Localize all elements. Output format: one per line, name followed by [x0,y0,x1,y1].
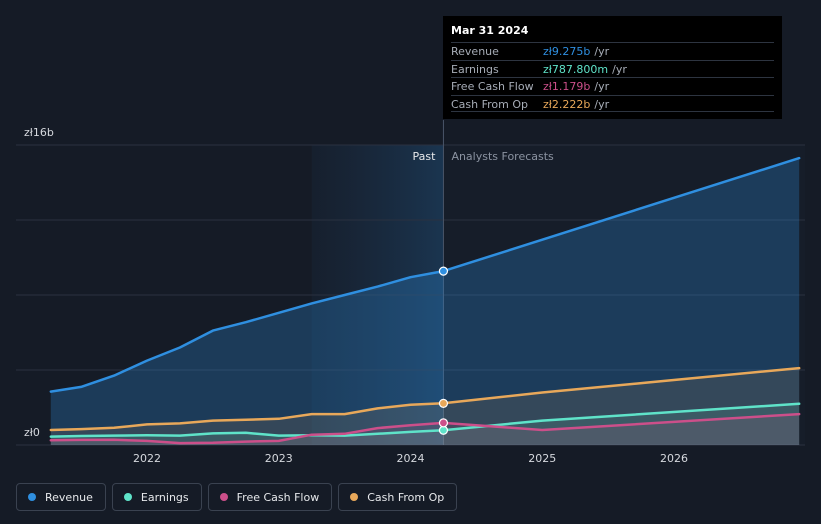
legend-label: Earnings [140,490,189,504]
legend-label: Cash From Op [367,490,445,504]
forecast-label: Analysts Forecasts [451,150,554,163]
hover-tooltip: Mar 31 2024 Revenue zł9.275b /yr Earning… [443,16,782,119]
x-tick-label: 2026 [660,452,688,465]
tooltip-label: Cash From Op [451,97,529,111]
legend-item-cash-from-op[interactable]: Cash From Op [338,483,458,511]
y-axis-bottom-label: zł0 [24,426,40,439]
x-tick-label: 2022 [133,452,161,465]
tooltip-row-free-cash-flow: Free Cash Flow zł1.179b /yr [451,77,774,95]
legend-label: Free Cash Flow [236,490,320,504]
marker-cash-from-op [438,398,449,408]
tooltip-label: Earnings [451,62,499,76]
legend-item-free-cash-flow[interactable]: Free Cash Flow [207,483,333,511]
x-tick-label: 2024 [397,452,425,465]
series-area-free-cash-flow [50,414,800,445]
cash-from-op-dot-icon [350,493,359,501]
legend-label: Revenue [45,490,93,504]
chart-legend: Revenue Earnings Free Cash Flow Cash Fro… [16,483,458,511]
series-area-earnings [50,403,800,445]
tooltip-row-revenue: Revenue zł9.275b /yr [451,42,774,60]
tooltip-value: zł2.222b [543,97,591,111]
tooltip-unit: /yr [612,62,627,76]
tooltip-row-earnings: Earnings zł787.800m /yr [451,59,774,78]
marker-free-cash-flow [438,418,449,428]
series-line-cash-from-op [49,366,801,432]
tooltip-label: Free Cash Flow [451,80,534,93]
series-line-earnings [49,402,801,438]
marker-revenue [438,266,449,276]
series-line-free-cash-flow [49,412,801,445]
earnings-dot-icon [123,493,132,501]
past-label: Past [413,150,437,163]
tooltip-row-cash-from-op: Cash From Op zł2.222b /yr [451,94,774,112]
tooltip-value: zł9.275b [543,45,591,58]
legend-item-earnings[interactable]: Earnings [111,483,202,511]
tooltip-label: Revenue [451,45,499,58]
legend-item-revenue[interactable]: Revenue [16,483,106,511]
series-line-revenue [49,156,801,393]
tooltip-unit: /yr [594,97,610,111]
x-tick-label: 2023 [265,452,293,465]
tooltip-unit: /yr [594,45,610,58]
y-axis-top-label: zł16b [24,126,54,139]
free-cash-flow-dot-icon [219,493,228,501]
tooltip-date: Mar 31 2024 [451,24,529,37]
series-area-revenue [50,158,800,445]
revenue-dot-icon [28,493,36,501]
x-tick-label: 2025 [528,452,556,465]
tooltip-value: zł1.179b [543,80,591,93]
tooltip-value: zł787.800m [543,62,609,76]
tooltip-unit: /yr [594,80,610,93]
